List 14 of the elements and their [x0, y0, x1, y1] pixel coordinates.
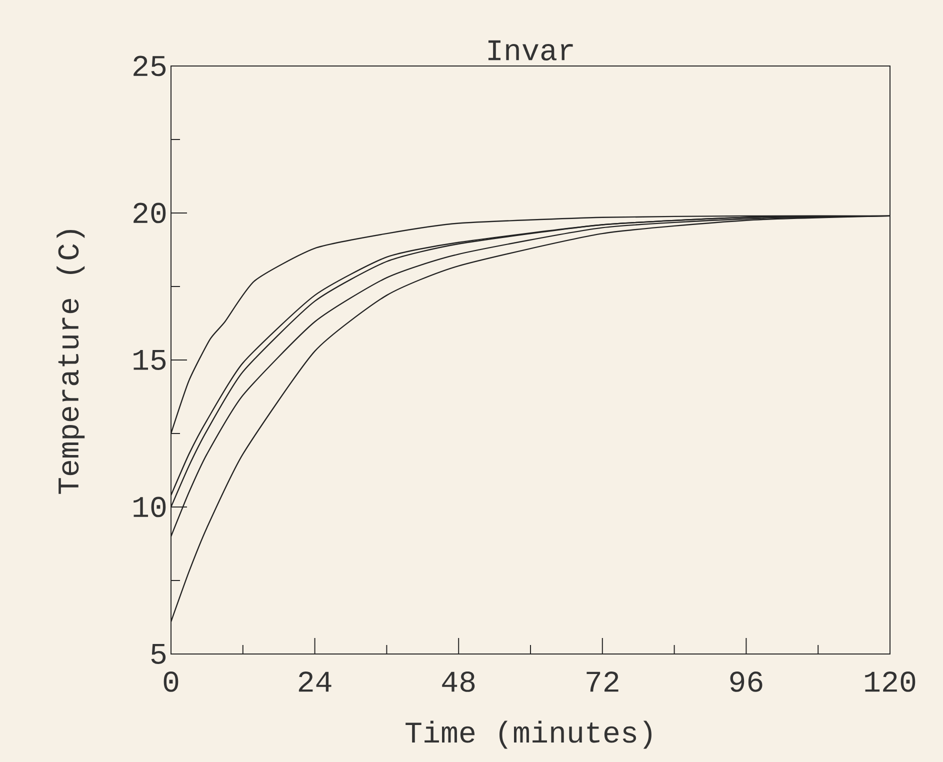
y-tick-label: 10: [134, 496, 166, 518]
x-tick-label: 120: [865, 672, 916, 692]
x-tick-label: 48: [442, 672, 475, 692]
y-tick-label: 15: [134, 350, 166, 370]
x-tick-label: 24: [298, 672, 332, 692]
y-tick-label: 5: [151, 644, 166, 664]
chart-title: Invar: [488, 40, 573, 60]
x-tick-label: 96: [730, 672, 762, 692]
y-tick-label: 20: [134, 202, 166, 224]
x-tick-label: 0: [164, 672, 178, 692]
y-axis-title: Temperature (C): [56, 230, 85, 494]
x-tick-label: 72: [586, 672, 618, 692]
y-tick-label: 25: [134, 56, 166, 76]
x-axis-title: Time (minutes): [406, 720, 652, 749]
